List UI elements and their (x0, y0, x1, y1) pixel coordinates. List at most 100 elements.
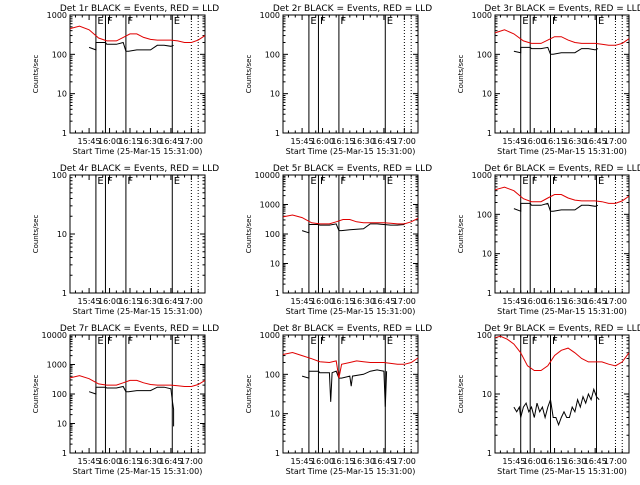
panel-title: Det 1r BLACK = Events, RED = LLD (60, 4, 219, 14)
events-series-line (301, 223, 405, 234)
panel-2: Det 2r BLACK = Events, RED = LLD 1 10 100 10… (245, 4, 432, 156)
panel-6: Det 6r BLACK = Events, RED = LLD 1 10 100 10… (457, 164, 640, 316)
y-tick-label: 1000 (472, 11, 492, 20)
y-axis-label: Counts/sec (32, 375, 40, 414)
plot-frame (494, 174, 630, 294)
x-tick-label: 16:45 (584, 297, 607, 306)
y-axis-label: Counts/sec (245, 55, 253, 94)
x-axis-label: Start Time (25-Mar-15 15:31:00) (286, 307, 416, 316)
x-tick-label: 17:00 (180, 297, 203, 306)
panel-5: Det 5r BLACK = Events, RED = LLD 1 10 100 10… (245, 164, 432, 316)
lld-series-line (69, 375, 206, 387)
panel-title: Det 8r BLACK = Events, RED = LLD (273, 324, 432, 334)
y-tick-label: 10 (482, 90, 492, 99)
x-tick-label: 15:45 (291, 297, 314, 306)
x-tick-label: 16:15 (331, 457, 354, 466)
x-axis-label: Start Time (25-Mar-15 15:31:00) (497, 147, 627, 156)
x-tick-label: 16:00 (311, 137, 334, 146)
marker-label: E (97, 16, 103, 27)
x-tick-label: 16:15 (331, 137, 354, 146)
x-tick-label: 16:45 (584, 137, 607, 146)
x-tick-label: 16:00 (523, 457, 546, 466)
y-tick-label: 10 (270, 410, 280, 419)
y-axis-label: Counts/sec (245, 375, 253, 414)
x-axis-label: Start Time (25-Mar-15 15:31:00) (73, 467, 203, 476)
y-tick-label: 100 (477, 331, 492, 340)
lld-series-line (282, 214, 419, 225)
x-tick-label: 15:45 (502, 297, 525, 306)
lld-series-line (494, 335, 630, 371)
marker-label: E (97, 176, 103, 187)
marker-label: E (387, 16, 393, 27)
plot-frame (69, 334, 206, 454)
panel-title: Det 9r BLACK = Events, RED = LLD (484, 324, 640, 334)
x-tick-label: 17:00 (393, 297, 416, 306)
lld-series-line (69, 25, 206, 43)
y-tick-label: 1 (62, 449, 67, 458)
x-tick-label: 16:15 (331, 297, 354, 306)
marker-label: E (598, 176, 604, 187)
marker-label: F (552, 16, 558, 27)
x-tick-label: 17:00 (393, 457, 416, 466)
y-tick-label: 1000 (472, 171, 492, 180)
y-tick-label: 1 (62, 129, 67, 138)
x-tick-label: 16:30 (563, 297, 586, 306)
panel-title: Det 7r BLACK = Events, RED = LLD (60, 324, 219, 334)
events-series-line (513, 387, 600, 427)
y-tick-label: 10 (270, 90, 280, 99)
x-tick-label: 16:00 (311, 457, 334, 466)
x-tick-label: 17:00 (604, 137, 627, 146)
y-tick-label: 1 (275, 289, 280, 298)
events-series-line (88, 385, 175, 427)
y-tick-label: 1000 (260, 201, 280, 210)
marker-label: F (532, 176, 538, 187)
y-axis-label: Counts/sec (457, 55, 465, 94)
y-tick-label: 1 (275, 449, 280, 458)
panel-3: Det 3r BLACK = Events, RED = LLD 1 10 100 10… (457, 4, 640, 156)
y-tick-label: 10 (57, 420, 67, 429)
x-tick-label: 16:30 (563, 137, 586, 146)
marker-label: E (387, 336, 393, 347)
y-axis-label: Counts/sec (245, 215, 253, 254)
x-axis-label: Start Time (25-Mar-15 15:31:00) (286, 467, 416, 476)
y-tick-label: 1 (487, 289, 492, 298)
x-tick-label: 16:45 (159, 457, 182, 466)
marker-label: E (97, 336, 103, 347)
y-tick-label: 100 (477, 50, 492, 59)
y-axis-label: Counts/sec (457, 215, 465, 254)
panel-title: Det 2r BLACK = Events, RED = LLD (273, 4, 432, 14)
x-tick-label: 16:30 (139, 297, 162, 306)
marker-label: E (310, 176, 316, 187)
y-tick-label: 1000 (260, 11, 280, 20)
marker-label: F (340, 16, 346, 27)
marker-label: E (522, 16, 528, 27)
x-tick-label: 15:45 (78, 297, 101, 306)
plot-frame (69, 174, 206, 294)
y-tick-label: 10 (57, 230, 67, 239)
y-axis-label: Counts/sec (32, 215, 40, 254)
x-tick-label: 16:00 (523, 137, 546, 146)
marker-label: F (552, 176, 558, 187)
x-tick-label: 17:00 (393, 137, 416, 146)
x-tick-label: 17:00 (180, 457, 203, 466)
x-tick-label: 16:30 (352, 137, 375, 146)
y-axis-label: Counts/sec (457, 375, 465, 414)
y-tick-label: 1000 (47, 11, 67, 20)
lld-series-line (282, 351, 419, 379)
marker-label: F (107, 336, 113, 347)
marker-label: F (532, 336, 538, 347)
plot-frame (494, 14, 630, 134)
x-tick-label: 16:15 (118, 297, 141, 306)
x-tick-label: 15:45 (291, 457, 314, 466)
x-axis-label: Start Time (25-Mar-15 15:31:00) (73, 147, 203, 156)
marker-label: F (320, 176, 326, 187)
x-tick-label: 16:15 (543, 457, 566, 466)
marker-label: F (107, 16, 113, 27)
x-tick-label: 16:00 (98, 457, 121, 466)
y-tick-label: 100 (265, 370, 280, 379)
marker-label: E (598, 336, 604, 347)
panel-title: Det 6r BLACK = Events, RED = LLD (484, 164, 640, 174)
x-tick-label: 16:00 (98, 137, 121, 146)
events-series-line (513, 202, 599, 212)
x-tick-label: 16:15 (118, 457, 141, 466)
